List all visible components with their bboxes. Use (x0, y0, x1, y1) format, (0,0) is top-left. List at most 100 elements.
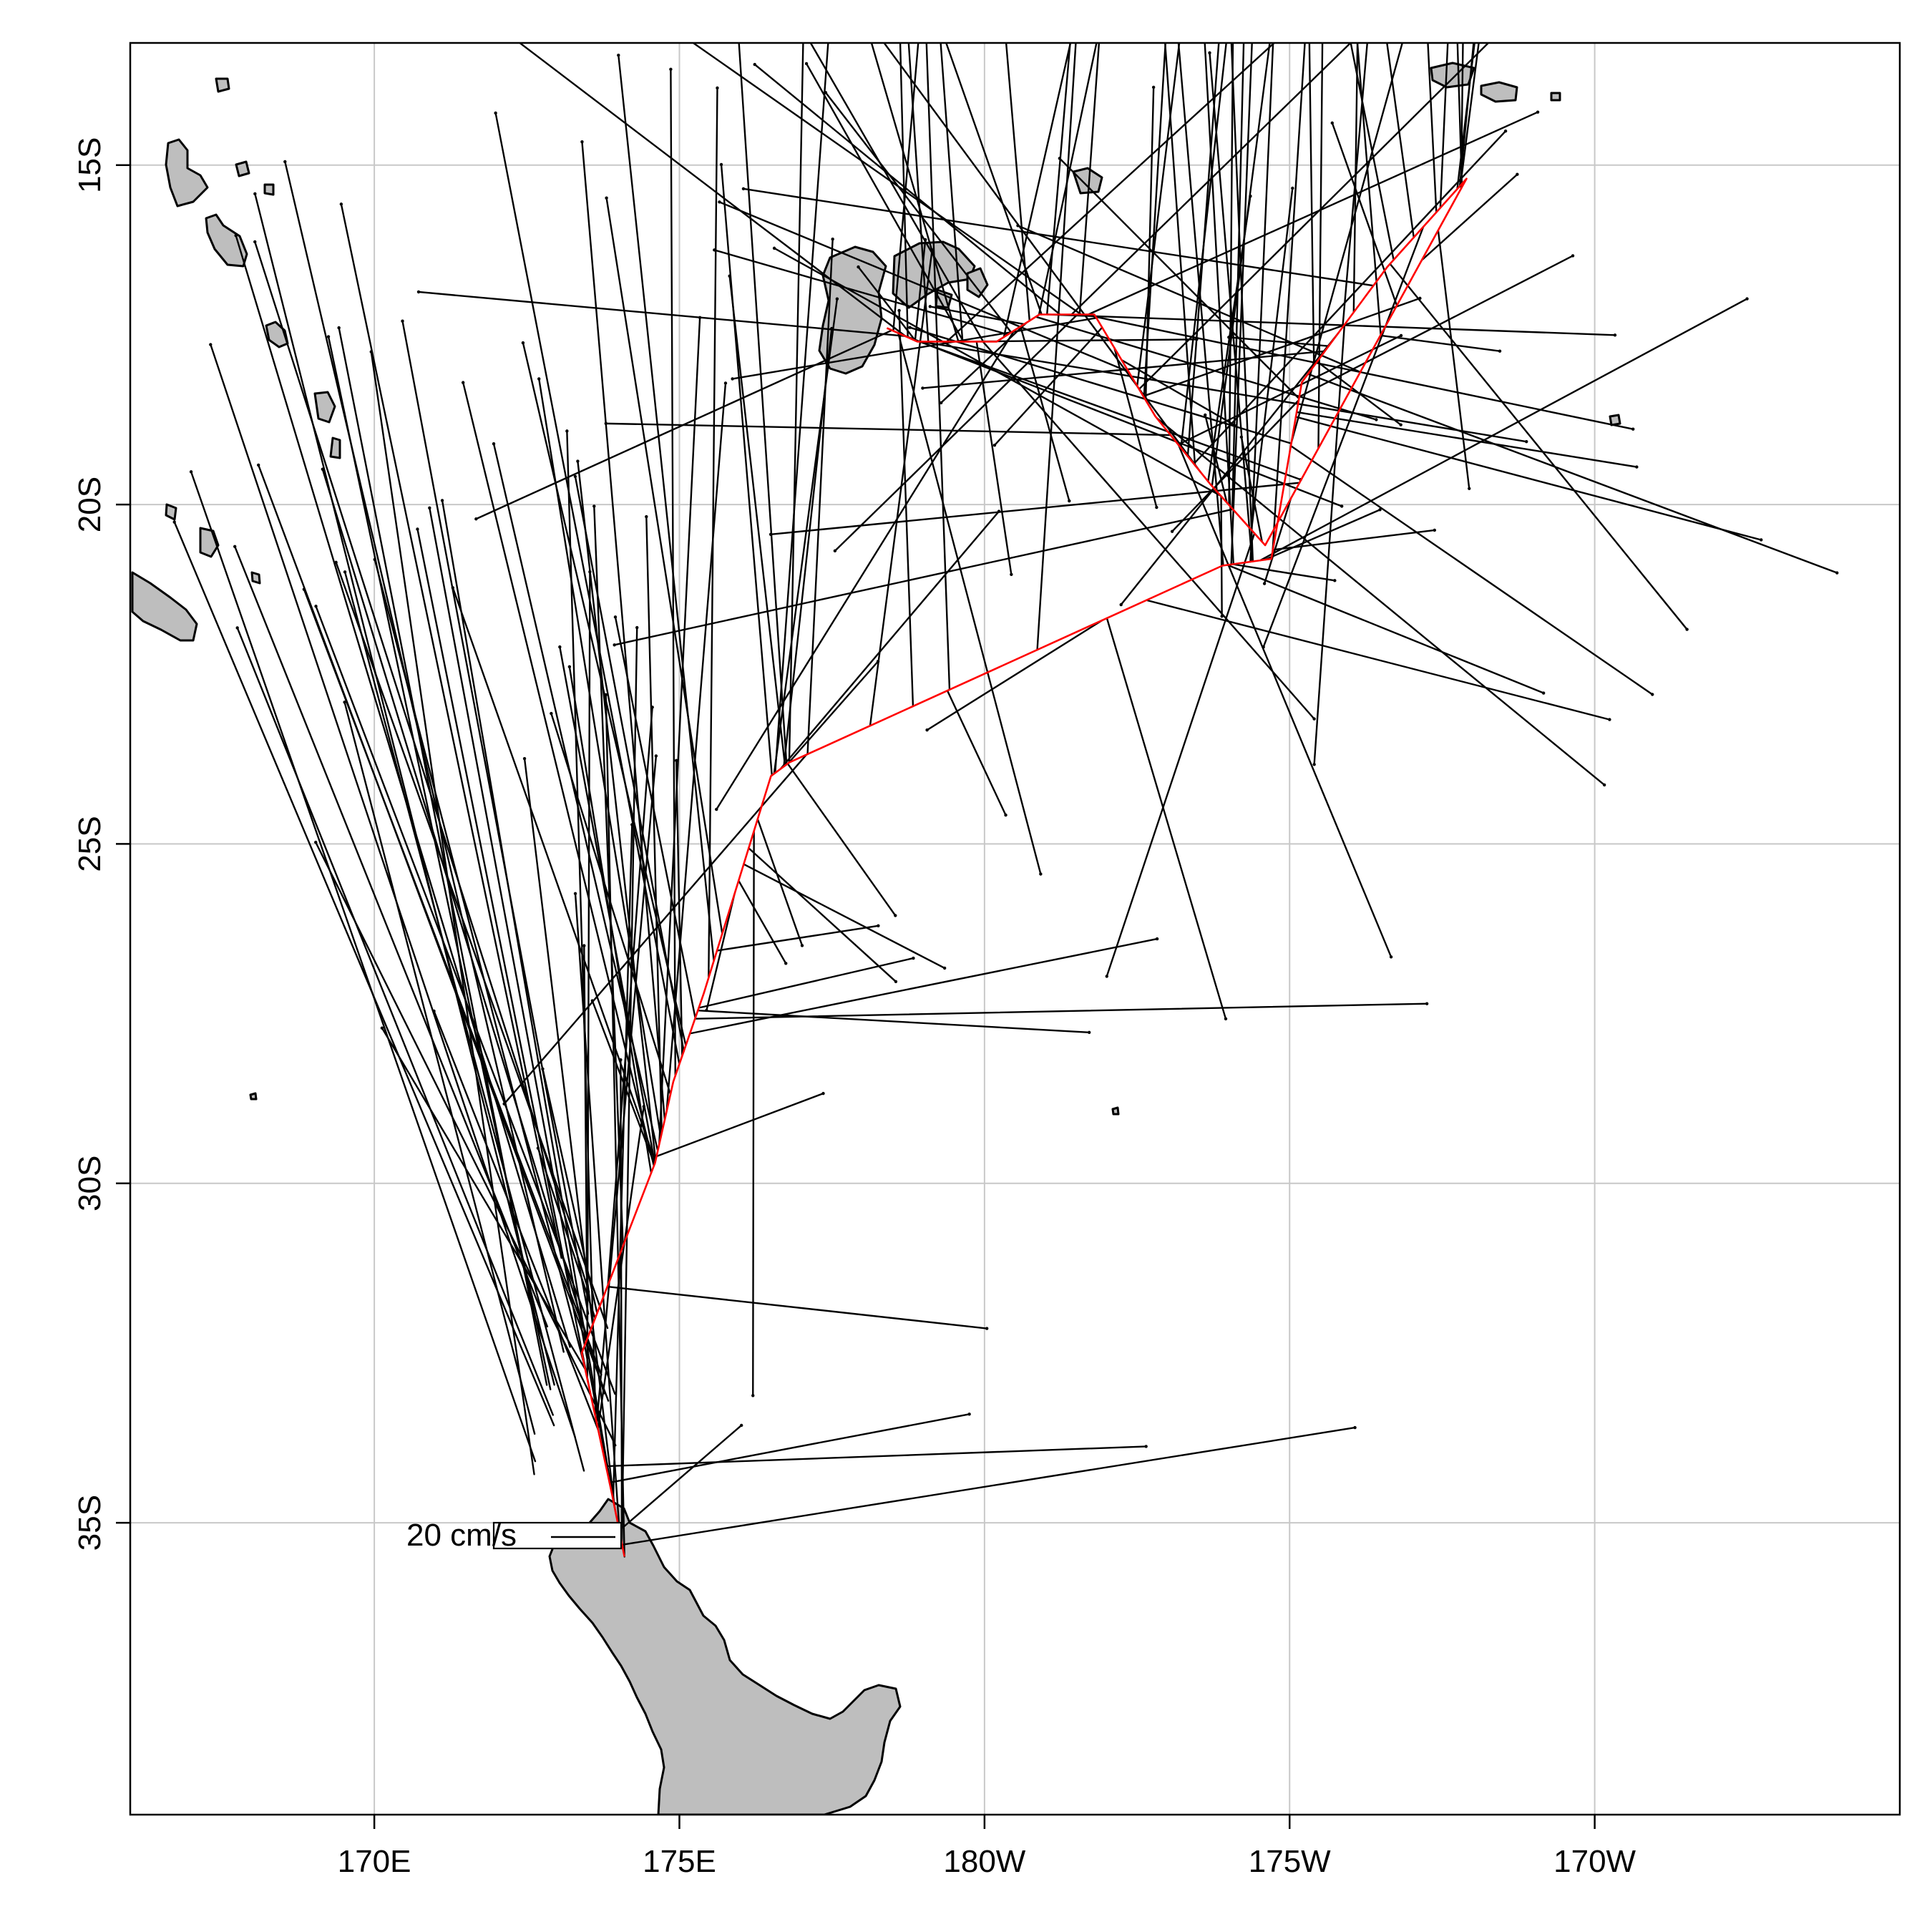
vector-tip (339, 203, 343, 206)
velocity-vector (343, 701, 536, 1435)
velocity-vector (1439, 43, 1449, 209)
velocity-vector (742, 187, 1375, 287)
velocity-vector (698, 957, 914, 1009)
vector-tip (1312, 717, 1316, 721)
velocity-vector (756, 818, 804, 947)
velocity-vector (1058, 157, 1300, 400)
velocity-vector (1458, 43, 1475, 187)
velocity-vector (975, 341, 1013, 576)
velocity-vector (716, 329, 1015, 811)
velocity-vector (706, 892, 736, 1012)
vector-tip (1170, 530, 1174, 533)
velocity-vector (494, 112, 680, 1065)
vector-tip (314, 840, 318, 844)
vector-tip (1602, 783, 1606, 787)
velocity-vector (1078, 43, 1101, 316)
velocity-vector (945, 43, 1043, 316)
vector-tip (1760, 538, 1763, 542)
velocity-vector (713, 249, 1009, 336)
vector-tip (654, 754, 658, 758)
island (165, 138, 209, 208)
vector-tip (314, 605, 318, 608)
velocity-vector (1038, 43, 1098, 316)
island (205, 213, 248, 268)
vector-tip (334, 560, 338, 565)
velocity-vector (257, 464, 610, 1402)
velocity-vector (1313, 323, 1346, 766)
velocity-vector (925, 43, 951, 691)
velocity-vector (783, 327, 833, 768)
velocity-vector (655, 1092, 824, 1158)
velocity-vector (618, 1424, 743, 1532)
velocity-vector (568, 665, 653, 1174)
vector-tip (1204, 413, 1207, 417)
velocity-vector (1272, 529, 1436, 551)
y-axis: 15S 20S 25S 30S 35S (72, 137, 130, 1551)
velocity-vector (522, 341, 687, 1047)
velocity-vector (1228, 43, 1234, 506)
vector-tip (337, 326, 341, 330)
velocity-vector (381, 1027, 587, 1370)
velocity-vector (731, 317, 1098, 380)
vector-tip (580, 140, 584, 144)
vector-tip (1541, 691, 1546, 695)
island (1072, 167, 1103, 195)
velocity-vector (914, 238, 927, 342)
velocity-vector (982, 341, 1315, 720)
vector-tip (942, 966, 947, 970)
velocity-vector (1386, 43, 1415, 239)
vector-tip (753, 62, 756, 67)
velocity-vector (1272, 43, 1306, 552)
vector-tip (1378, 508, 1382, 512)
vector-tip (769, 532, 773, 537)
vector-tip (1425, 1002, 1429, 1005)
velocity-vector (1220, 495, 1223, 618)
velocity-vector (665, 382, 727, 1113)
vector-tip (1291, 186, 1294, 190)
vector-tip (1536, 110, 1540, 114)
velocity-vector (909, 326, 1292, 444)
vector-tip (1503, 129, 1508, 133)
velocity-vector (1046, 313, 1616, 336)
velocity-vector (1231, 563, 1336, 582)
velocity-vector (1350, 43, 1395, 261)
velocity-vector (343, 571, 585, 1472)
vector-tip (567, 665, 572, 669)
vector-tip (321, 467, 324, 471)
vector-tip (189, 470, 193, 474)
vector-tip (924, 238, 927, 242)
vector-tip (739, 1423, 743, 1428)
vector-tip (772, 246, 776, 250)
vector-tip (1144, 1445, 1148, 1448)
velocity-vector (1070, 43, 1352, 316)
velocity-vector (607, 706, 653, 1287)
vector-tip (1468, 487, 1471, 490)
velocity-vector (1083, 313, 1634, 430)
vector-tip (592, 504, 596, 508)
velocity-vector (1019, 326, 1070, 502)
vector-tip (985, 1327, 989, 1330)
vector-tip (804, 62, 809, 66)
vector-tip (474, 517, 478, 521)
vector-tip (343, 570, 347, 574)
vector-tip (235, 626, 239, 630)
vector-tip (833, 549, 837, 553)
vector-tip (705, 1008, 708, 1013)
vector-tip (1433, 528, 1437, 532)
velocity-vector (321, 468, 605, 1395)
vector-tip (428, 506, 431, 510)
vector-tip (582, 944, 586, 947)
vector-tip (1151, 85, 1156, 89)
velocity-vector (503, 753, 808, 1105)
vector-tip (1330, 121, 1335, 125)
vector-tip (343, 701, 346, 704)
velocity-vector (806, 238, 834, 756)
velocity-vector (918, 341, 1302, 481)
vector-tip (253, 240, 257, 244)
velocity-vector (1087, 111, 1539, 316)
y-tick-label: 30S (72, 1156, 107, 1211)
vector-tip (1399, 333, 1403, 338)
velocity-vector (620, 626, 638, 1544)
vector-tip (256, 463, 260, 467)
velocity-vector (1290, 43, 1404, 444)
